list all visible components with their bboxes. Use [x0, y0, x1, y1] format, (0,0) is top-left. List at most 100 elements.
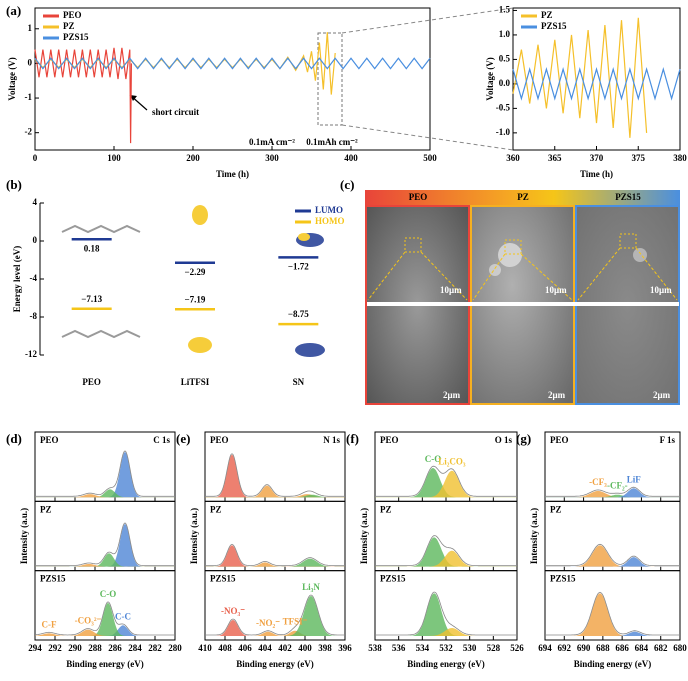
category-label: SN: [293, 377, 305, 387]
molecule: [61, 329, 141, 339]
sample-label: PZ: [210, 504, 222, 514]
annotation: 0.1mA cm⁻²: [249, 137, 295, 147]
x-tick-label: 692: [558, 643, 572, 653]
x-tick-label: 534: [416, 643, 430, 653]
envelope: [35, 450, 175, 497]
fitted-peak: [205, 454, 345, 498]
x-tick-label: 400: [344, 153, 358, 163]
orbital: [188, 337, 212, 353]
legend-label: HOMO: [315, 216, 345, 226]
peak-annotation: -NO₂⁻: [256, 618, 280, 628]
envelope: [375, 465, 517, 497]
annotation: 0.1mAh cm⁻²: [306, 137, 358, 147]
value-label: −1.72: [288, 261, 309, 271]
x-tick-label: 290: [68, 643, 82, 653]
y-tick-label: 4: [33, 197, 38, 207]
core-level: F 1s: [660, 435, 676, 445]
value-label: −7.19: [185, 294, 206, 304]
y-tick-label: 0: [33, 235, 38, 245]
sem-header: [365, 190, 680, 205]
sem-separator: [367, 302, 679, 306]
x-tick-label: 294: [28, 643, 42, 653]
y-tick-label: -1: [25, 92, 33, 102]
fitted-peak: [35, 553, 175, 567]
peak-annotation: C-C: [115, 611, 131, 621]
sample-label: PZS15: [210, 574, 236, 584]
value-label: −2.29: [185, 267, 206, 277]
sample-label: PZS15: [40, 574, 66, 584]
sem-particle: [633, 248, 647, 262]
series-line: [512, 17, 648, 138]
envelope: [545, 591, 680, 636]
x-tick-label: 500: [423, 153, 437, 163]
fitted-peak: [35, 633, 175, 636]
x-tick-label: 284: [128, 643, 142, 653]
core-level: C 1s: [153, 435, 170, 445]
y-tick-label: -4: [30, 273, 38, 283]
zoom-connector: [341, 124, 514, 151]
x-tick-label: 682: [654, 643, 668, 653]
x-tick-label: 282: [148, 643, 162, 653]
orbital: [298, 233, 310, 241]
fitted-peak: [205, 620, 345, 636]
panel-label: (e): [176, 431, 190, 446]
x-tick-label: 530: [463, 643, 477, 653]
fitted-peak: [375, 593, 517, 636]
sample-label: PEO: [550, 435, 569, 445]
fitted-peak: [545, 593, 680, 636]
x-tick-label: 694: [538, 643, 552, 653]
x-tick-label: 680: [673, 643, 687, 653]
peak-annotation: Li₃N: [302, 582, 320, 592]
scale-bar: 10μm: [440, 285, 462, 295]
x-tick-label: 375: [632, 153, 646, 163]
legend-label: PZS15: [541, 21, 567, 31]
x-tick-label: 688: [596, 643, 610, 653]
molecule-sketches: [61, 205, 325, 357]
core-level: N 1s: [323, 435, 340, 445]
envelope: [545, 486, 680, 497]
fitted-peak: [205, 545, 345, 567]
x-axis-label: Binding energy (eV): [236, 659, 314, 669]
peak-annotation: C-O: [425, 454, 442, 464]
fitted-peak: [205, 596, 345, 636]
y-axis-label: Voltage (V): [485, 57, 495, 100]
y-axis-label: Intensity (a.u.): [359, 508, 369, 564]
panel-label: (b): [6, 177, 22, 192]
peak-annotation: C-O: [100, 589, 117, 599]
x-tick-label: 406: [238, 643, 252, 653]
zoom-connector: [367, 247, 678, 301]
arrowhead: [130, 95, 137, 101]
molecule: [61, 224, 141, 234]
panel-label: (d): [6, 431, 22, 446]
envelope: [375, 535, 517, 567]
x-tick-label: 538: [368, 643, 382, 653]
fitted-peak: [545, 545, 680, 567]
peak-annotation: -CO₃²⁻: [75, 616, 102, 626]
x-tick-label: 408: [218, 643, 232, 653]
peak-annotation: -CF₂-: [607, 481, 628, 491]
y-axis-label: Voltage (V): [7, 57, 17, 100]
y-axis-label: Intensity (a.u.): [529, 508, 539, 564]
envelope: [35, 522, 175, 567]
x-tick-label: 360: [506, 153, 520, 163]
subplot-frame: [544, 570, 681, 641]
fitted-peak: [205, 485, 345, 498]
sample-label: PEO: [40, 435, 59, 445]
zoom-box: [317, 32, 343, 126]
core-level: O 1s: [495, 435, 513, 445]
x-tick-label: 365: [548, 153, 562, 163]
legend-label: PZ: [63, 21, 75, 31]
annotation: short circuit: [152, 107, 199, 117]
x-tick-label: 528: [487, 643, 501, 653]
envelope: [375, 591, 517, 636]
peak-annotation: Li₂CO₃: [438, 457, 466, 467]
peak-annotation: TFSI⁻: [283, 617, 308, 627]
fitted-peak: [375, 550, 517, 567]
fitted-peak: [545, 494, 680, 498]
x-tick-label: 402: [278, 643, 292, 653]
x-axis-label: Binding energy (eV): [407, 659, 485, 669]
series-line: [34, 57, 431, 70]
x-tick-label: 200: [186, 153, 200, 163]
series-line: [34, 47, 132, 144]
